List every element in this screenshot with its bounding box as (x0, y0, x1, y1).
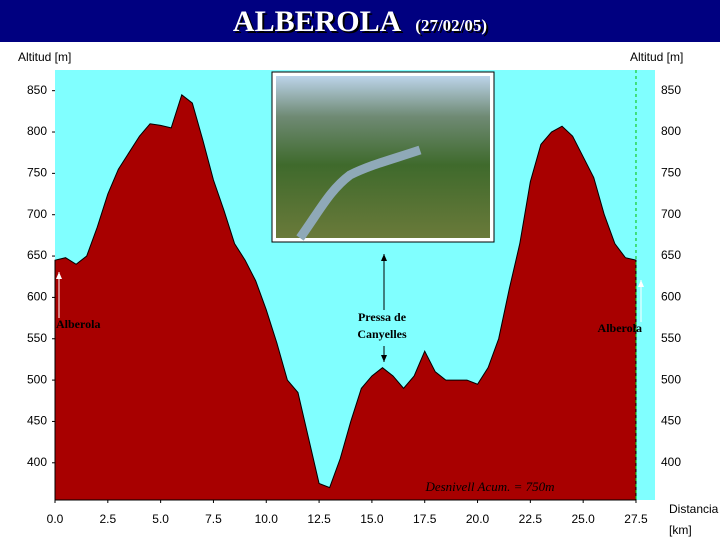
y2-axis-label: Altitud [m] (630, 50, 683, 64)
x-tick-label: 7.5 (205, 512, 222, 526)
arrow-head (381, 254, 387, 261)
y-tick-label: 600 (27, 290, 47, 304)
x-tick-label: 17.5 (413, 512, 437, 526)
x-axis-unit: [km] (669, 523, 692, 537)
x-tick-label: 20.0 (466, 512, 490, 526)
y2-tick-label: 700 (661, 207, 681, 221)
arrow-head (638, 280, 644, 287)
y2-tick-label: 850 (661, 83, 681, 97)
x-tick-label: 25.0 (571, 512, 595, 526)
y2-tick-label: 750 (661, 166, 681, 180)
y2-tick-label: 500 (661, 372, 681, 386)
y-tick-label: 650 (27, 248, 47, 262)
arrow-head (381, 355, 387, 362)
y-tick-label: 400 (27, 455, 47, 469)
y2-tick-label: 650 (661, 248, 681, 262)
y-tick-label: 700 (27, 207, 47, 221)
y-tick-label: 450 (27, 414, 47, 428)
y-tick-label: 550 (27, 331, 47, 345)
photo-river (296, 145, 422, 241)
y2-tick-label: 550 (661, 331, 681, 345)
arrow-head (56, 272, 62, 279)
x-tick-label: 15.0 (360, 512, 384, 526)
annotation: Canyelles (357, 327, 407, 341)
x-tick-label: 22.5 (519, 512, 543, 526)
chart-title: ALBEROLA (232, 5, 402, 38)
y-axis-label: Altitud [m] (18, 50, 71, 64)
x-tick-label: 27.5 (624, 512, 648, 526)
annotation: Alberola (598, 321, 642, 335)
x-tick-label: 5.0 (152, 512, 169, 526)
y2-tick-label: 800 (661, 124, 681, 138)
y2-tick-label: 600 (661, 290, 681, 304)
y2-tick-label: 400 (661, 455, 681, 469)
x-tick-label: 0.0 (47, 512, 64, 526)
chart-subtitle: (27/02/05) (415, 16, 488, 35)
x-tick-label: 10.0 (255, 512, 279, 526)
y-tick-label: 800 (27, 124, 47, 138)
y-tick-label: 500 (27, 372, 47, 386)
annotation: Alberola (56, 317, 100, 331)
y-tick-label: 750 (27, 166, 47, 180)
x-tick-label: 12.5 (307, 512, 331, 526)
y2-tick-label: 450 (661, 414, 681, 428)
annotation: Pressa de (358, 310, 407, 324)
y-tick-label: 850 (27, 83, 47, 97)
elevation-area (54, 93, 637, 501)
title-bar: ALBEROLA (27/02/05) (0, 0, 720, 42)
x-axis-label: Distancia (669, 502, 719, 516)
photo (276, 76, 490, 238)
x-tick-label: 2.5 (99, 512, 116, 526)
annotation: Desnivell Acum. = 750m (424, 479, 554, 494)
